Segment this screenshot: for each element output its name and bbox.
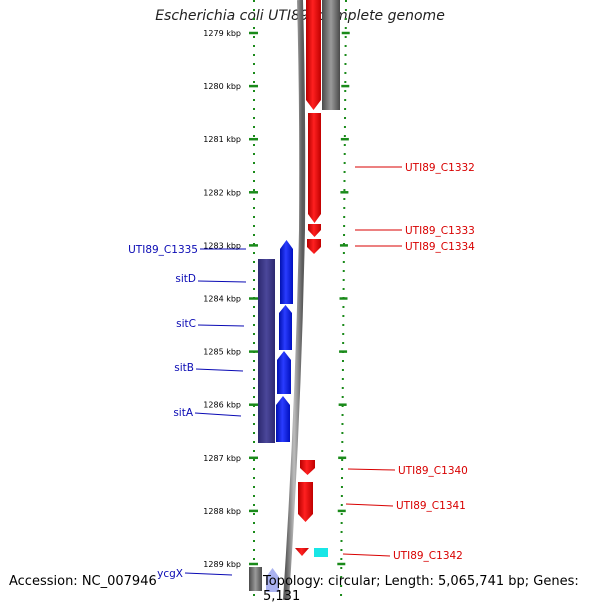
gene-label-UTI89_C1332[interactable]: UTI89_C1332 [405, 162, 475, 174]
gene-label-UTI89_C1334[interactable]: UTI89_C1334 [405, 241, 475, 253]
reverse-gene-1 [306, 0, 321, 110]
grey-gene [322, 0, 340, 110]
ruler-tick-label: 1280 kbp [203, 82, 241, 91]
gene-arrow-sitC [279, 305, 292, 350]
connector-ycgX [184, 572, 233, 576]
gene-arrow-UTI89_C1334 [307, 239, 321, 254]
ruler-tick-label: 1282 kbp [203, 188, 241, 197]
grey-gene-bottom [249, 567, 262, 591]
ruler-tick-label: 1281 kbp [203, 135, 241, 144]
gene-arrow-sitA [276, 396, 290, 442]
connector-sitB [195, 368, 244, 372]
gene-label-sitD[interactable]: sitD [175, 273, 196, 285]
gene-label-UTI89_C1341[interactable]: UTI89_C1341 [396, 500, 466, 512]
ruler-tick-label: 1285 kbp [203, 348, 241, 357]
connector-UTI89_C1341 [345, 503, 394, 507]
connector-UTI89_C1340 [347, 468, 396, 471]
gene-arrow-UTI89_C1335 [280, 240, 293, 304]
ruler-tick-label: 1279 kbp [203, 29, 241, 38]
gene-arrow-UTI89_C1340 [300, 460, 315, 475]
guide-line-right [340, 0, 347, 600]
gene-arrow-sitB [277, 351, 291, 394]
gene-arrow-ycgX [266, 568, 279, 592]
gene-arrow-UTI89_C1342 [295, 548, 309, 556]
ruler-tick-label: 1287 kbp [203, 454, 241, 463]
gene-label-UTI89_C1340[interactable]: UTI89_C1340 [398, 465, 468, 477]
gene-label-UTI89_C1335[interactable]: UTI89_C1335 [128, 244, 198, 256]
ruler-tick-label: 1283 kbp [203, 241, 241, 250]
gene-label-sitA[interactable]: sitA [173, 407, 194, 419]
accession-label: Accession: NC_007946 [9, 574, 157, 589]
gene-arrow-UTI89_C1332 [308, 113, 321, 223]
gene-label-UTI89_C1333[interactable]: UTI89_C1333 [405, 225, 475, 237]
cyan-gene [314, 548, 328, 557]
gene-label-sitC[interactable]: sitC [176, 318, 196, 330]
ruler-tick-label: 1286 kbp [203, 401, 241, 410]
gene-label-ycgX[interactable]: ycgX [157, 568, 183, 580]
gene-arrow-UTI89_C1333 [308, 224, 321, 237]
gene-label-sitB[interactable]: sitB [174, 362, 194, 374]
ruler-tick-label: 1284 kbp [203, 295, 241, 304]
ruler-tick-label: 1289 kbp [203, 560, 241, 569]
gene-arrow-UTI89_C1341 [298, 482, 313, 522]
connector-sitD [197, 280, 247, 283]
connector-sitC [197, 324, 245, 327]
ruler-ticks: 1279 kbp 1280 kbp 1281 kbp 1282 kbp 1283 kbp… [203, 29, 350, 569]
gene-label-UTI89_C1342[interactable]: UTI89_C1342 [393, 550, 463, 562]
ruler-tick-label: 1288 kbp [203, 507, 241, 516]
connector-UTI89_C1342 [342, 553, 391, 557]
genome-backbone [283, 0, 306, 600]
connector-sitA [194, 412, 242, 417]
forward-gene-dark [258, 259, 275, 443]
